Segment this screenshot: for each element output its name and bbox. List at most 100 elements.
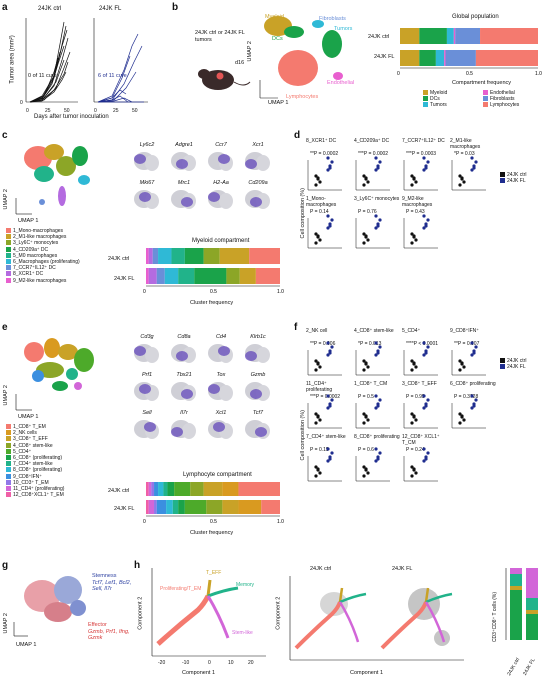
gene-umap (134, 344, 159, 363)
trajectory-composition-bars (505, 568, 538, 640)
myeloid-legend: 1_Mono-macrophages 2_M1-like macrophages… (6, 228, 80, 284)
fl-cure-text: 6 of 11 cure (98, 73, 127, 79)
panel-h-ylabel-1: Component 2 (137, 596, 144, 630)
bar-segment (154, 482, 159, 496)
bar-segment (178, 500, 185, 514)
panel-a-fl-title: 24JK FL (99, 6, 122, 12)
tick-label: 1.0 (277, 519, 284, 525)
gene-label: Cd8a (177, 334, 191, 340)
global-stacked-bars: 0 0.5 1.0 (397, 28, 542, 77)
bar-segment (400, 28, 420, 44)
dotplot-title: 1_Mono-macrophages (306, 196, 337, 208)
tick-label: 0.5 (210, 289, 217, 295)
bar-segment (400, 50, 420, 66)
bar-segment (419, 28, 447, 44)
dotplot-title: 2_NK cell (306, 328, 328, 334)
bar-segment (158, 482, 164, 496)
tick-label: 0 (397, 71, 400, 77)
tick-label: 0 (143, 519, 146, 525)
bar-segment (146, 482, 149, 496)
bar-segment (219, 248, 250, 264)
dotplot (355, 156, 390, 191)
traj-label-prolif: Proliferating/T_EM (160, 586, 202, 592)
mouse-text: 24JK ctrl or 24JK FL tumors (195, 30, 245, 43)
panel-g-umap-y: UMAP 2 (2, 613, 9, 634)
bar-segment (194, 268, 227, 284)
panel-b-umap-x: UMAP 1 (268, 100, 289, 106)
bar-segment (206, 500, 223, 514)
dotplot-title: 4_CD209a⁺ DC (354, 138, 390, 144)
legend-item: 8_CD8⁺ (proliferating) (6, 467, 64, 473)
gene-label: Klrb1c (250, 334, 266, 340)
bar-segment (261, 500, 280, 514)
legend-item: 7_CCR7⁺IL12⁺ DC (6, 265, 80, 271)
svg-text:50: 50 (64, 108, 70, 114)
panel-h-ylabel-2: Component 2 (275, 596, 282, 630)
umap-label-endothelial: Endothelial (327, 80, 355, 86)
gene-label: Cd209a (248, 180, 268, 186)
bar-segment (203, 248, 220, 264)
bar-segment (156, 268, 165, 284)
lymphocyte-legend: 1_CD8⁺ T_EM 2_NK cells 3_CD8⁺ T_EFF 4_CD… (6, 424, 64, 498)
gene-umap (171, 190, 196, 209)
p-value: **P = 0.006 (310, 341, 336, 347)
dotplot (307, 394, 342, 429)
legend-item: 5_M0 macrophages (6, 252, 80, 259)
panel-e-umap-x: UMAP 1 (18, 414, 39, 420)
legend-item: 6_Macrophages (proliferating) (6, 259, 80, 265)
bar-segment (148, 482, 152, 496)
panel-e-label: e (2, 322, 8, 333)
p-value: P = 0.43 (406, 209, 425, 215)
bar-segment (146, 268, 149, 284)
myeloid-umap (15, 144, 90, 215)
dotplot-title: 3_Ly6C⁺ monocytes (354, 196, 400, 202)
legend-item: 9_CD8⁺IFN⁺ (6, 473, 64, 480)
svg-text:0: 0 (94, 108, 97, 114)
global-chart-title: Global population (452, 14, 499, 20)
global-umap (259, 16, 343, 99)
legend-item: 11_CD4⁺ (proliferating) (6, 486, 64, 492)
panel-e-umap-y: UMAP 2 (2, 385, 9, 406)
p-value: *P = 0.03 (454, 151, 475, 157)
gene-label: Sell (142, 410, 152, 416)
bar-segment (445, 50, 476, 66)
legend-item: 7_CD4⁺ stem-like (6, 461, 64, 467)
gene-label: Cd3g (140, 334, 154, 340)
legend-item: 2_NK cells (6, 430, 64, 436)
gene-label: Mrc1 (177, 180, 191, 186)
panel-g-umap-x: UMAP 1 (16, 642, 37, 648)
lymph-row-ctrl: 24JK ctrl (108, 488, 130, 494)
bar-segment (171, 248, 185, 264)
bar-segment (249, 248, 280, 264)
svg-text:-20: -20 (158, 660, 165, 666)
dotplot-title: 9_CD8⁺IFN⁺ (450, 328, 479, 334)
legend-item: 3_CD8⁺ T_EFF (6, 436, 64, 442)
p-value: P = 0.76 (358, 209, 377, 215)
panel-f-legend: 24JK ctrl 24JK FL (500, 358, 526, 370)
bar-segment (178, 268, 195, 284)
bar-segment (184, 500, 207, 514)
dotplot (307, 447, 342, 482)
dotplot (451, 394, 486, 429)
dotplot-title: 3_CD8⁺ T_EFF (402, 381, 437, 387)
dotplot (355, 447, 390, 482)
bar-row-fl: 24JK FL (522, 657, 537, 677)
legend-item: 4_CD209a⁺ DC (6, 246, 80, 253)
legend-item: Tumors (423, 102, 483, 108)
gene-umap (171, 344, 196, 363)
dotplot-title: 7_CCR7⁺IL12⁺ DC (402, 138, 445, 144)
lymph-row-fl: 24JK FL (114, 506, 135, 512)
dotplot-title: 1_CD8⁺ T_CM (354, 381, 388, 387)
mouse-illustration (198, 69, 251, 90)
gene-umap (245, 344, 270, 363)
legend-item: 24JK ctrl (500, 172, 526, 178)
panel-h-xlabel-1: Component 1 (182, 670, 216, 676)
panel-c-umap-y: UMAP 2 (2, 189, 9, 210)
ctrl-cure-text: 0 of 11 cure (28, 73, 57, 79)
dotplot (403, 394, 438, 429)
p-value: **P = 0.0002 (310, 151, 339, 157)
gene-umap (134, 382, 159, 401)
myeloid-row-ctrl: 24JK ctrl (108, 256, 130, 262)
p-value: P = 0.95 (406, 394, 425, 400)
bar-segment (455, 28, 481, 44)
